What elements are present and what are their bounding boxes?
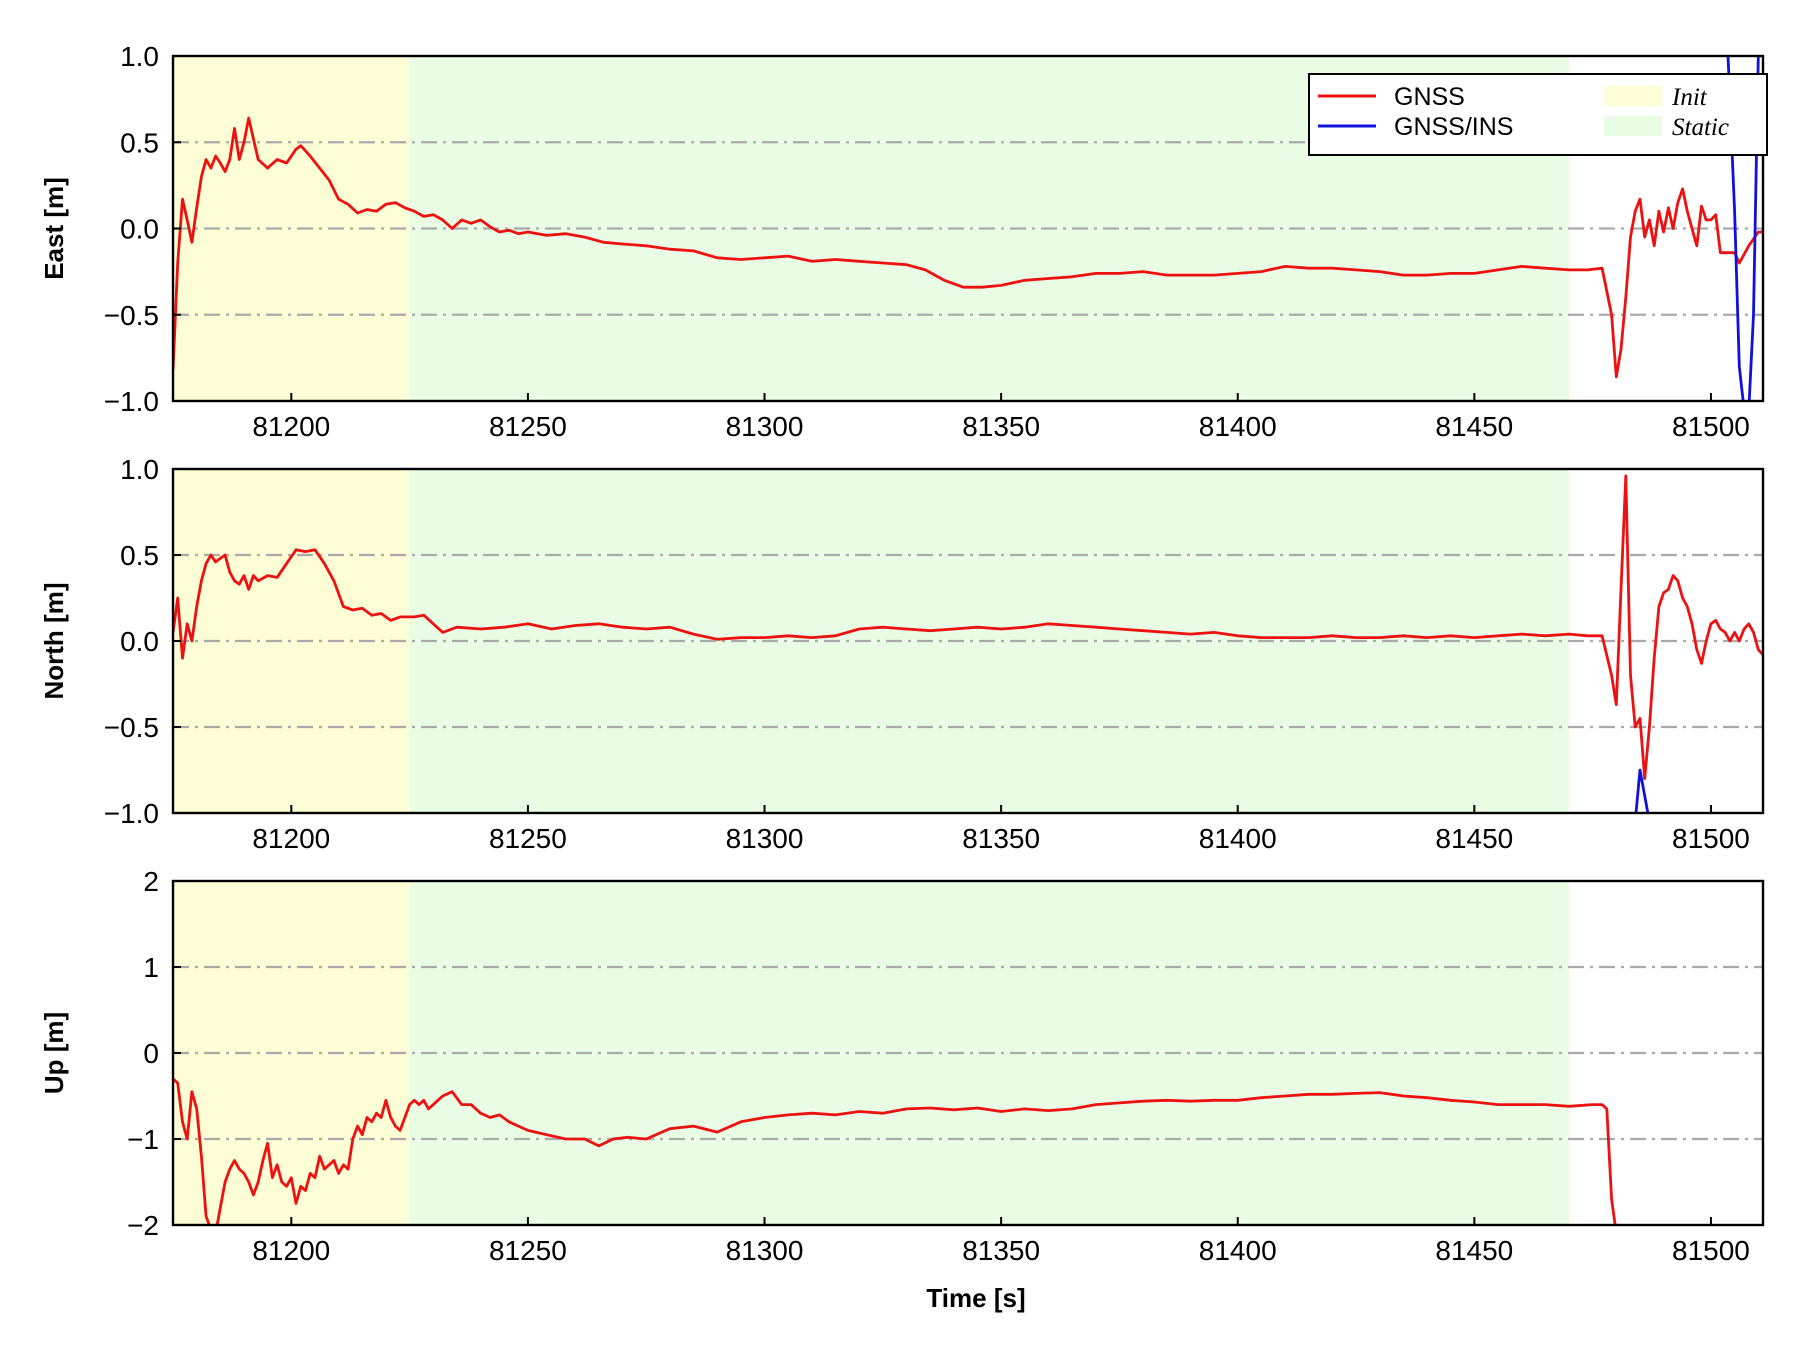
y-tick-label: −0.5 xyxy=(104,712,159,743)
y-tick-label: −1.0 xyxy=(104,386,159,417)
legend-patch-static xyxy=(1604,116,1662,136)
x-tick-label: 81200 xyxy=(252,1235,330,1266)
x-tick-label: 81400 xyxy=(1199,1235,1277,1266)
y-tick-label: 2 xyxy=(143,866,159,897)
legend-label: Static xyxy=(1672,114,1729,141)
north-panel: 81200 81250 81300 81350 81400 81450 81500 −1.0 −… xyxy=(39,454,1765,854)
legend-label: GNSS/INS xyxy=(1394,113,1513,141)
y-tick-label: −2 xyxy=(127,1210,159,1241)
x-tick-label: 81500 xyxy=(1672,823,1750,854)
y-tick-label: 0.5 xyxy=(120,127,159,158)
east-panel: 81200 81250 81300 81350 81400 81450 81500 −1.0 −… xyxy=(39,41,1768,442)
y-tick-label: −1.0 xyxy=(104,798,159,829)
y-tick-label: −1 xyxy=(127,1124,159,1155)
x-axis-label: Time [s] xyxy=(926,1283,1025,1313)
legend-label: GNSS xyxy=(1394,83,1465,111)
x-tick-label: 81350 xyxy=(962,411,1040,442)
y-tick-label: 0.0 xyxy=(120,214,159,245)
x-tick-label: 81500 xyxy=(1672,1235,1750,1266)
x-tick-label: 81450 xyxy=(1435,411,1513,442)
series-line-gnss xyxy=(173,1077,1617,1225)
x-tick-label: 81250 xyxy=(489,411,567,442)
y-tick-label: 1.0 xyxy=(120,454,159,485)
series-line-gnss xyxy=(173,474,1763,780)
legend-label: Init xyxy=(1671,84,1708,111)
y-tick-label: 1 xyxy=(143,952,159,983)
x-tick-label: 81300 xyxy=(726,1235,804,1266)
x-tick-label: 81300 xyxy=(726,823,804,854)
x-tick-label: 81350 xyxy=(962,823,1040,854)
x-tick-label: 81200 xyxy=(252,823,330,854)
x-tick-label: 81200 xyxy=(252,411,330,442)
y-axis-label: East [m] xyxy=(39,177,69,280)
up-panel: 81200 81250 81300 81350 81400 81450 81500 −2 −1 0… xyxy=(39,866,1765,1313)
series-line-gnss-ins xyxy=(1634,768,1650,813)
y-tick-label: 0.5 xyxy=(120,540,159,571)
y-axis-label: North [m] xyxy=(39,583,69,700)
x-tick-label: 81450 xyxy=(1435,1235,1513,1266)
x-tick-label: 81400 xyxy=(1199,411,1277,442)
x-tick-label: 81250 xyxy=(489,823,567,854)
y-tick-label: 0.0 xyxy=(120,626,159,657)
x-tick-label: 81300 xyxy=(726,411,804,442)
legend-box xyxy=(1308,73,1768,156)
x-tick-label: 81250 xyxy=(489,1235,567,1266)
y-axis-label: Up [m] xyxy=(39,1012,69,1094)
x-tick-label: 81400 xyxy=(1199,823,1277,854)
x-tick-label: 81500 xyxy=(1672,411,1750,442)
x-tick-label: 81350 xyxy=(962,1235,1040,1266)
y-tick-label: −0.5 xyxy=(104,300,159,331)
x-tick-label: 81450 xyxy=(1435,823,1513,854)
y-tick-label: 0 xyxy=(143,1038,159,1069)
y-tick-label: 1.0 xyxy=(120,41,159,72)
series-line-gnss xyxy=(173,116,1763,379)
legend-patch-init xyxy=(1604,86,1662,106)
series-line-gnss-ins xyxy=(1726,56,1760,401)
